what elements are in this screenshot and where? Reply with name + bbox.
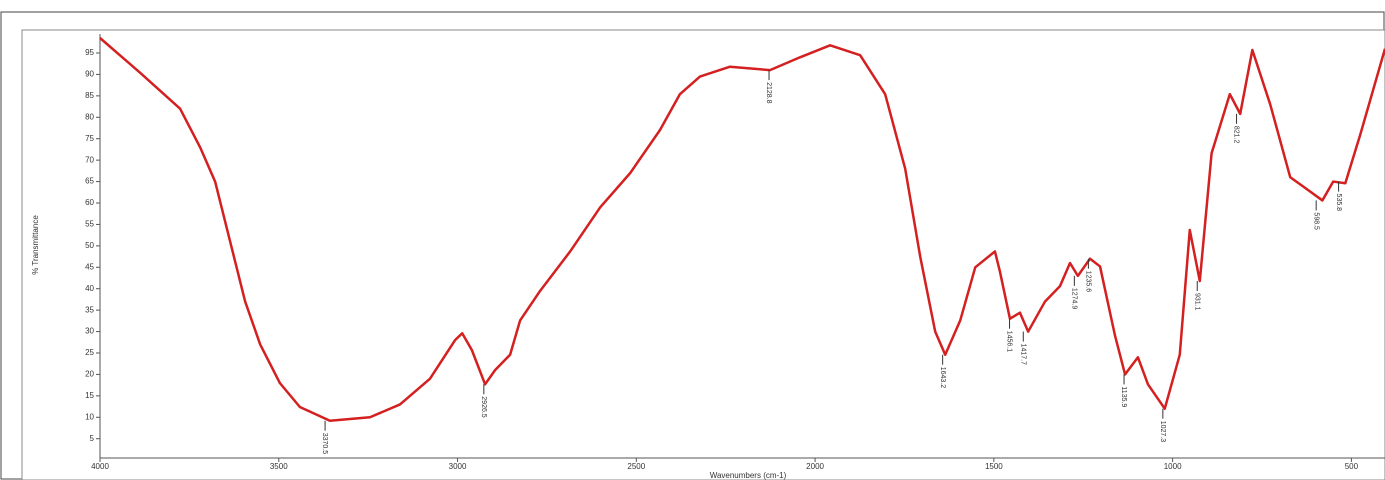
x-axis-label: Wavenumbers (cm-1) [710, 471, 787, 480]
peak-label: 535.8 [1335, 194, 1342, 212]
x-tick-label: 4000 [91, 462, 109, 471]
y-tick-label: 90 [85, 70, 94, 79]
y-tick-label: 45 [85, 262, 94, 271]
peak-label: 821.2 [1233, 126, 1240, 144]
x-tick-label: 2500 [627, 462, 645, 471]
plot-frame [21, 29, 1385, 480]
x-tick-label: 3000 [449, 462, 467, 471]
peak-label: 1274.9 [1070, 288, 1077, 310]
y-tick-label: 55 [85, 220, 94, 229]
spectrum-line [99, 37, 1385, 422]
x-tick-label: 2000 [806, 462, 824, 471]
y-tick-label: 85 [85, 91, 94, 100]
y-tick-label: 35 [85, 305, 94, 314]
y-tick-label: 20 [85, 370, 94, 379]
peak-label: 1417.7 [1019, 344, 1026, 366]
peak-label: 931.1 [1193, 293, 1200, 311]
y-tick-label: 65 [85, 177, 94, 186]
y-tick-label: 5 [90, 434, 95, 443]
peak-label: 3370.5 [321, 433, 328, 455]
peak-label: 1135.9 [1120, 386, 1127, 407]
peak-label: 2128.8 [765, 82, 772, 104]
y-axis-label: % Transmittance [31, 215, 40, 275]
y-tick-label: 80 [85, 112, 94, 121]
x-tick-label: 1000 [1164, 462, 1182, 471]
y-tick-label: 15 [85, 391, 94, 400]
peak-label: 1643.2 [939, 367, 946, 389]
x-tick-label: 1500 [985, 462, 1003, 471]
y-tick-label: 50 [85, 241, 94, 250]
peak-label: 1235.6 [1085, 271, 1092, 293]
y-tick-label: 95 [85, 48, 94, 57]
y-tick-label: 40 [85, 284, 94, 293]
y-tick-label: 30 [85, 327, 94, 336]
peak-label: 598.5 [1312, 212, 1319, 230]
y-tick-label: 75 [85, 134, 94, 143]
y-tick-label: 60 [85, 198, 94, 207]
y-tick-label: 25 [85, 348, 94, 357]
peak-label: 2926.5 [480, 396, 487, 418]
peak-label: 1456.1 [1006, 331, 1013, 353]
peak-label: 1027.3 [1159, 421, 1166, 443]
x-tick-label: 3500 [270, 462, 288, 471]
y-tick-label: 70 [85, 155, 94, 164]
y-tick-label: 10 [85, 412, 94, 421]
x-tick-label: 500 [1345, 462, 1359, 471]
